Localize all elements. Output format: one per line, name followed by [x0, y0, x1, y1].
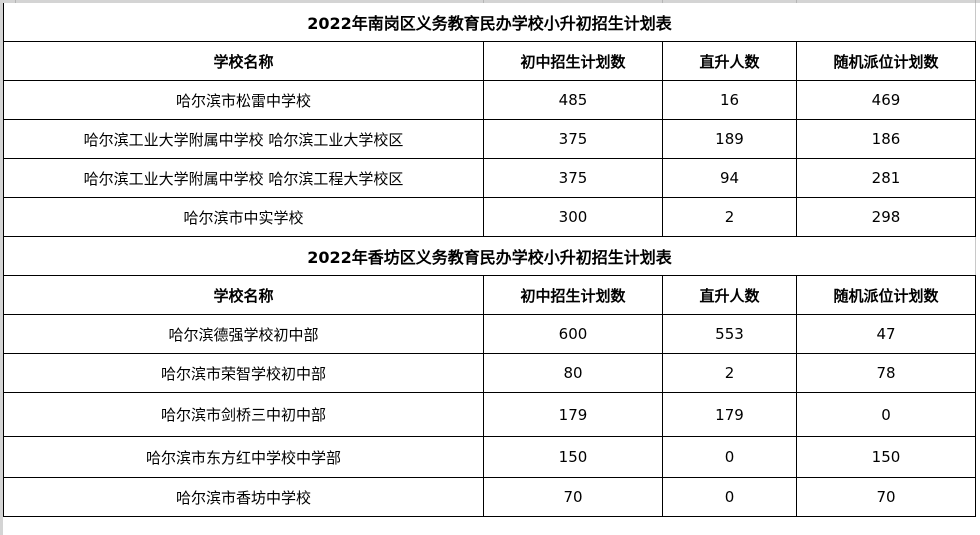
- random-allocation-cell[interactable]: 298: [796, 197, 976, 237]
- column-header[interactable]: 初中招生计划数: [483, 41, 663, 81]
- column-header[interactable]: 学校名称: [3, 275, 484, 315]
- planned-enrollment-cell[interactable]: 485: [483, 80, 663, 120]
- random-allocation-cell[interactable]: 78: [796, 353, 976, 393]
- table-row: 哈尔滨市剑桥三中初中部 179 179 0: [3, 392, 976, 437]
- school-name-cell[interactable]: 哈尔滨市东方红中学校中学部: [3, 436, 484, 478]
- enrollment-table: 2022年南岗区义务教育民办学校小升初招生计划表 学校名称 初中招生计划数 直升人数随…: [3, 3, 976, 517]
- column-header[interactable]: 直升人数: [662, 41, 797, 81]
- section-title[interactable]: 2022年南岗区义务教育民办学校小升初招生计划表: [3, 3, 976, 42]
- planned-enrollment-cell[interactable]: 150: [483, 436, 663, 478]
- school-name-cell[interactable]: 哈尔滨市荣智学校初中部: [3, 353, 484, 393]
- school-name-cell[interactable]: 哈尔滨市香坊中学校: [3, 477, 484, 517]
- random-allocation-cell[interactable]: 70: [796, 477, 976, 517]
- column-header[interactable]: 学校名称: [3, 41, 484, 81]
- planned-enrollment-cell[interactable]: 300: [483, 197, 663, 237]
- planned-enrollment-cell[interactable]: 375: [483, 158, 663, 198]
- section-title-row: 2022年香坊区义务教育民办学校小升初招生计划表: [3, 236, 976, 276]
- gridline: [796, 0, 797, 3]
- random-allocation-cell[interactable]: 186: [796, 119, 976, 159]
- direct-promotion-cell[interactable]: 0: [662, 436, 797, 478]
- section-title[interactable]: 2022年香坊区义务教育民办学校小升初招生计划表: [3, 236, 976, 276]
- school-name-cell[interactable]: 哈尔滨工业大学附属中学校 哈尔滨工程大学校区: [3, 158, 484, 198]
- direct-promotion-cell[interactable]: 0: [662, 477, 797, 517]
- direct-promotion-cell[interactable]: 189: [662, 119, 797, 159]
- column-header[interactable]: 直升人数: [662, 275, 797, 315]
- gridline: [662, 0, 663, 3]
- table-row: 哈尔滨市中实学校 300 2 298: [3, 197, 976, 237]
- column-header[interactable]: 随机派位计划数: [796, 275, 976, 315]
- section-title-row: 2022年南岗区义务教育民办学校小升初招生计划表: [3, 3, 976, 42]
- planned-enrollment-cell[interactable]: 70: [483, 477, 663, 517]
- random-allocation-cell[interactable]: 281: [796, 158, 976, 198]
- random-allocation-cell[interactable]: 0: [796, 392, 976, 437]
- header-row: 学校名称 初中招生计划数 直升人数 随机派位计划数: [3, 275, 976, 315]
- table-row: 哈尔滨德强学校初中部 600 553 47: [3, 314, 976, 354]
- gridline: [483, 0, 484, 3]
- school-name-cell[interactable]: 哈尔滨市中实学校: [3, 197, 484, 237]
- table-row: 哈尔滨工业大学附属中学校 哈尔滨工业大学校区 375 189 186: [3, 119, 976, 159]
- table-row: 哈尔滨市东方红中学校中学部 150 0 150: [3, 436, 976, 478]
- table-row: 哈尔滨市香坊中学校 70 0 70: [3, 477, 976, 517]
- row-header-strip: [0, 0, 3, 535]
- header-row: 学校名称 初中招生计划数 直升人数 随机派位计划数: [3, 41, 976, 81]
- random-allocation-cell[interactable]: 469: [796, 80, 976, 120]
- column-header[interactable]: 初中招生计划数: [483, 275, 663, 315]
- gridline: [15, 0, 16, 3]
- random-allocation-cell[interactable]: 150: [796, 436, 976, 478]
- direct-promotion-cell[interactable]: 16: [662, 80, 797, 120]
- school-name-cell[interactable]: 哈尔滨市剑桥三中初中部: [3, 392, 484, 437]
- column-header-strip: [0, 0, 980, 3]
- direct-promotion-cell[interactable]: 2: [662, 197, 797, 237]
- gridline: [975, 0, 976, 3]
- direct-promotion-cell[interactable]: 553: [662, 314, 797, 354]
- direct-promotion-cell[interactable]: 179: [662, 392, 797, 437]
- table-row: 哈尔滨市荣智学校初中部 80 2 78: [3, 353, 976, 393]
- table-row: 哈尔滨工业大学附属中学校 哈尔滨工程大学校区 375 94 281: [3, 158, 976, 198]
- school-name-cell[interactable]: 哈尔滨市松雷中学校: [3, 80, 484, 120]
- planned-enrollment-cell[interactable]: 80: [483, 353, 663, 393]
- planned-enrollment-cell[interactable]: 179: [483, 392, 663, 437]
- school-name-cell[interactable]: 哈尔滨德强学校初中部: [3, 314, 484, 354]
- direct-promotion-cell[interactable]: 2: [662, 353, 797, 393]
- school-name-cell[interactable]: 哈尔滨工业大学附属中学校 哈尔滨工业大学校区: [3, 119, 484, 159]
- random-allocation-cell[interactable]: 47: [796, 314, 976, 354]
- direct-promotion-cell[interactable]: 94: [662, 158, 797, 198]
- planned-enrollment-cell[interactable]: 600: [483, 314, 663, 354]
- planned-enrollment-cell[interactable]: 375: [483, 119, 663, 159]
- column-header[interactable]: 随机派位计划数: [796, 41, 976, 81]
- table-row: 哈尔滨市松雷中学校 485 16 469: [3, 80, 976, 120]
